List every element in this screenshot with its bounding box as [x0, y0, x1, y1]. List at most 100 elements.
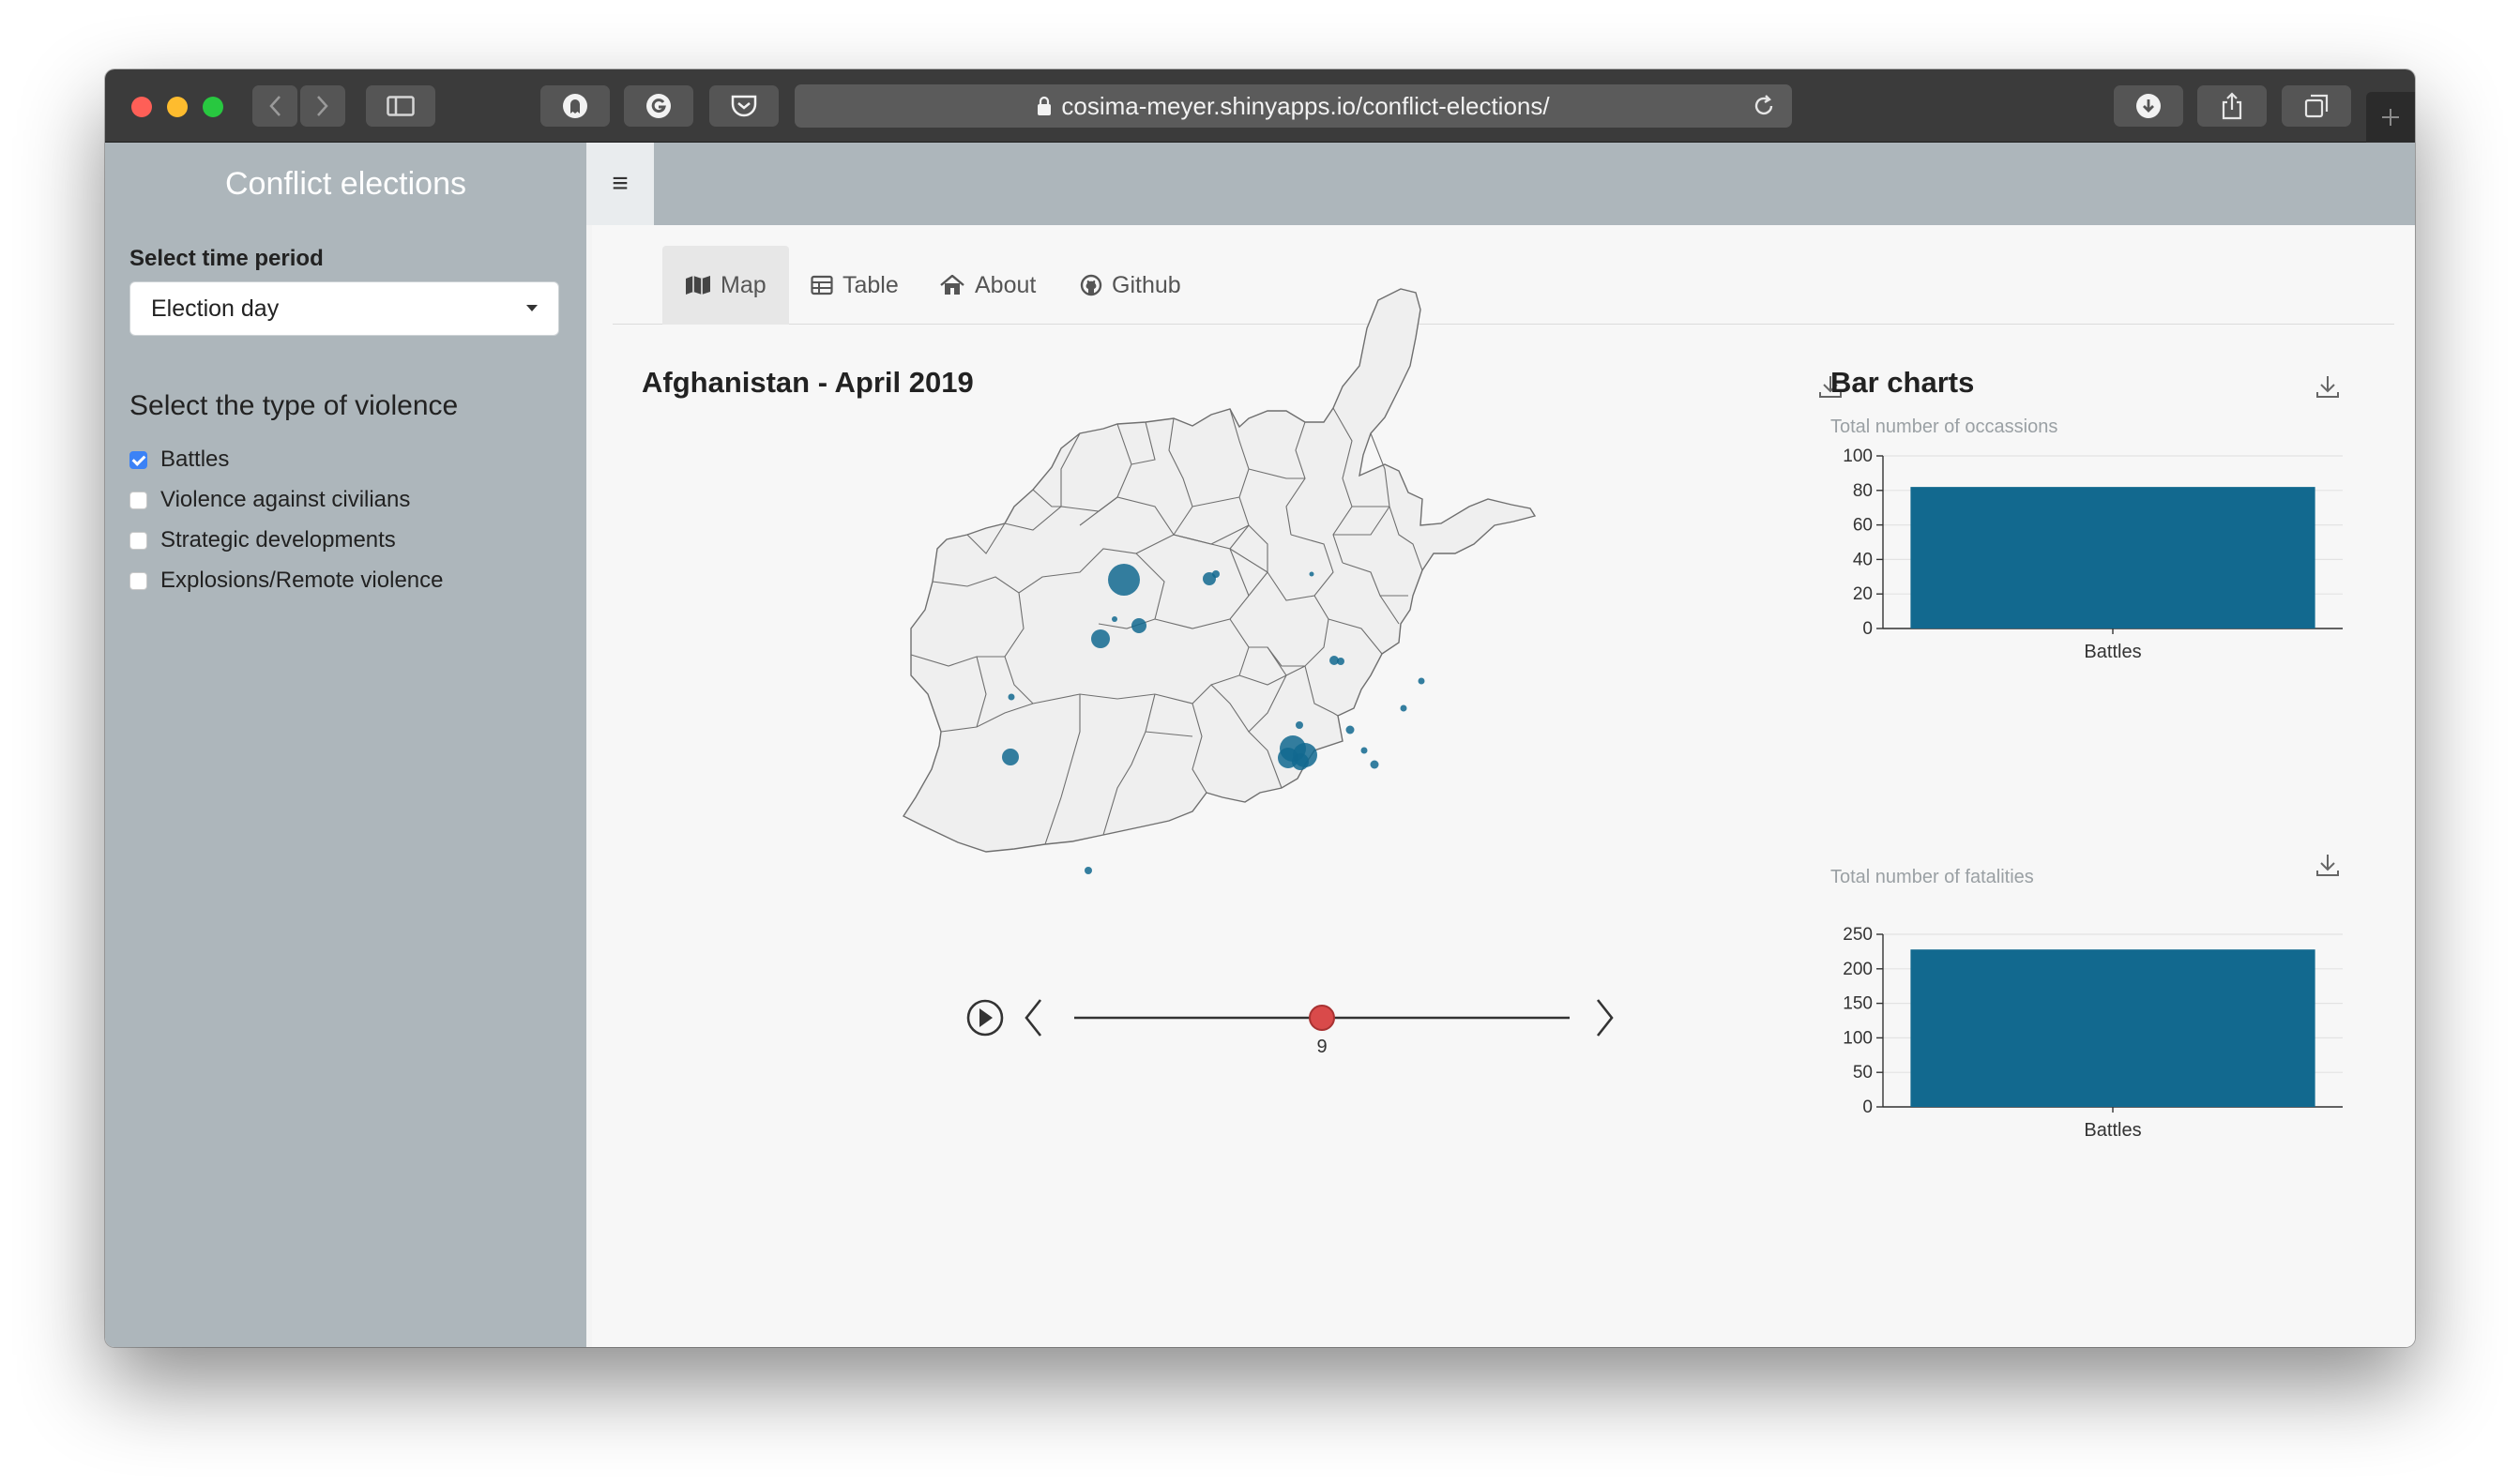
- sidebar-toggle-button[interactable]: [366, 85, 435, 127]
- grammarly-icon: [646, 94, 671, 118]
- back-button[interactable]: [252, 85, 297, 127]
- sidebar: Conflict elections Select time period El…: [105, 143, 586, 1347]
- tab-label: Table: [843, 271, 899, 298]
- app: Conflict elections Select time period El…: [105, 143, 2415, 1347]
- zoom-window-button[interactable]: [203, 97, 223, 117]
- checkbox[interactable]: [129, 531, 147, 550]
- hamburger-icon: ≡: [612, 168, 629, 199]
- pocket-icon: [731, 95, 757, 117]
- lock-icon: [1038, 96, 1052, 115]
- play-icon[interactable]: [966, 999, 1004, 1037]
- y-tick-label: 0: [1862, 1098, 1873, 1117]
- y-tick-label: 100: [1843, 447, 1873, 466]
- y-tick-label: 80: [1853, 481, 1873, 501]
- tab-bar: Map Table About Github: [613, 246, 2394, 325]
- download-chart2-icon[interactable]: [2315, 852, 2341, 878]
- y-tick-label: 0: [1862, 619, 1873, 639]
- tab-label: Map: [721, 271, 767, 298]
- y-tick-label: 60: [1853, 516, 1873, 536]
- occasions-bar-chart: 0 20 40 60 80 100 Battles: [1843, 447, 2343, 662]
- pocket-extension-button[interactable]: [709, 85, 779, 127]
- country-shape: [902, 288, 1537, 853]
- x-tick-label: Battles: [2084, 1120, 2141, 1141]
- y-tick-label: 100: [1843, 1028, 1873, 1048]
- violence-option-label: Violence against civilians: [160, 487, 411, 512]
- violence-option-label: Explosions/Remote violence: [160, 568, 444, 593]
- violence-option-explosions[interactable]: Explosions/Remote violence: [129, 568, 444, 594]
- violence-option-label: Strategic developments: [160, 527, 396, 553]
- tab-overview-button[interactable]: [2282, 85, 2351, 127]
- x-tick-label: Battles: [2084, 642, 2141, 662]
- map-icon: [686, 276, 710, 295]
- y-tick-label: 50: [1853, 1063, 1873, 1083]
- app-brand: Conflict elections: [224, 165, 466, 202]
- province-borders: [910, 407, 1423, 845]
- download-map-icon[interactable]: [1817, 373, 1844, 400]
- address-bar[interactable]: cosima-meyer.shinyapps.io/conflict-elect…: [795, 84, 1792, 128]
- chevron-left-icon[interactable]: [1025, 999, 1042, 1037]
- chart2-subtitle: Total number of fatalities: [1830, 867, 2034, 887]
- forward-button[interactable]: [300, 85, 345, 127]
- new-tab-button[interactable]: [2366, 92, 2415, 143]
- violence-option-strategic[interactable]: Strategic developments: [129, 527, 396, 553]
- bar[interactable]: [1910, 487, 2315, 628]
- violence-option-civilians[interactable]: Violence against civilians: [129, 487, 410, 513]
- y-tick-label: 20: [1853, 584, 1873, 604]
- table-icon: [811, 275, 833, 295]
- sidebar-icon: [387, 96, 415, 116]
- checkbox[interactable]: [129, 491, 147, 509]
- violence-option-battles[interactable]: Battles: [129, 447, 229, 473]
- event-markers[interactable]: [1002, 564, 1425, 874]
- share-button[interactable]: [2197, 85, 2267, 127]
- map-title: Afghanistan - April 2019: [642, 366, 974, 399]
- tab-label: Github: [1112, 271, 1181, 298]
- chevron-right-icon[interactable]: [1596, 999, 1614, 1037]
- download-circle-icon: [2136, 94, 2161, 118]
- sidebar-collapse-button[interactable]: ≡: [586, 143, 654, 225]
- violence-type-title: Select the type of violence: [129, 390, 459, 421]
- slider-handle[interactable]: [1309, 1005, 1335, 1031]
- tab-github[interactable]: Github: [1057, 246, 1204, 325]
- time-slider-control[interactable]: 9: [592, 225, 1765, 1163]
- url-text: cosima-meyer.shinyapps.io/conflict-elect…: [1061, 91, 1550, 120]
- y-tick-label: 250: [1843, 925, 1873, 945]
- tab-label: About: [975, 271, 1037, 298]
- checkbox-checked[interactable]: [129, 450, 147, 469]
- bar-charts-title: Bar charts: [1830, 366, 1975, 399]
- time-period-label: Select time period: [129, 246, 324, 271]
- chevron-right-icon: [317, 96, 328, 116]
- chevron-left-icon: [269, 96, 281, 116]
- slider-value: 9: [1316, 1037, 1327, 1057]
- tabs-icon: [2304, 94, 2329, 118]
- y-tick-label: 150: [1843, 994, 1873, 1014]
- browser-toolbar: cosima-meyer.shinyapps.io/conflict-elect…: [105, 69, 2415, 143]
- download-chart1-icon[interactable]: [2315, 373, 2341, 400]
- plus-icon: [2382, 109, 2399, 126]
- checkbox[interactable]: [129, 571, 147, 590]
- downloads-button[interactable]: [2114, 85, 2183, 127]
- tab-map[interactable]: Map: [662, 246, 789, 325]
- ghostery-extension-button[interactable]: [540, 85, 610, 127]
- grammarly-extension-button[interactable]: [624, 85, 693, 127]
- y-tick-label: 40: [1853, 550, 1873, 569]
- share-icon: [2222, 92, 2242, 120]
- caret-down-icon: [526, 305, 538, 311]
- tab-about[interactable]: About: [917, 246, 1058, 325]
- minimize-window-button[interactable]: [167, 97, 188, 117]
- browser-window: cosima-meyer.shinyapps.io/conflict-elect…: [105, 69, 2415, 1347]
- bar[interactable]: [1910, 949, 2315, 1107]
- violence-option-label: Battles: [160, 447, 230, 472]
- main-content: Map Table About Github Afghanistan - Apr…: [592, 225, 2415, 1347]
- close-window-button[interactable]: [131, 97, 152, 117]
- top-navbar: [586, 143, 2415, 225]
- home-icon: [940, 275, 964, 295]
- fatalities-bar-chart: 0 50 100 150 200 250 Battles: [1843, 925, 2343, 1141]
- afghanistan-map[interactable]: [592, 225, 1765, 1163]
- time-period-select[interactable]: Election day: [129, 281, 559, 336]
- time-period-value: Election day: [151, 295, 280, 322]
- chart1-subtitle: Total number of occassions: [1830, 416, 2058, 437]
- tab-table[interactable]: Table: [788, 246, 921, 325]
- reload-icon[interactable]: [1751, 93, 1777, 119]
- github-icon: [1080, 274, 1102, 296]
- ghost-icon: [563, 94, 587, 118]
